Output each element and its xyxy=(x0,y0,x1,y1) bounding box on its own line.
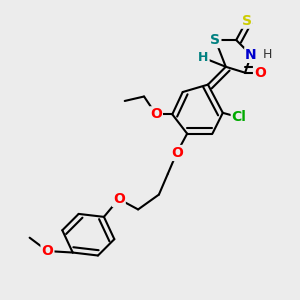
Text: Cl: Cl xyxy=(232,110,247,124)
Text: O: O xyxy=(150,107,162,121)
Text: O: O xyxy=(171,146,183,160)
Text: H: H xyxy=(263,48,272,62)
Text: H: H xyxy=(262,48,273,62)
Text: O: O xyxy=(113,192,125,206)
Text: H: H xyxy=(198,51,209,64)
Text: S: S xyxy=(210,33,220,47)
Text: N: N xyxy=(245,48,257,62)
Text: S: S xyxy=(242,14,252,28)
Text: O: O xyxy=(41,244,53,258)
Text: O: O xyxy=(254,66,266,80)
